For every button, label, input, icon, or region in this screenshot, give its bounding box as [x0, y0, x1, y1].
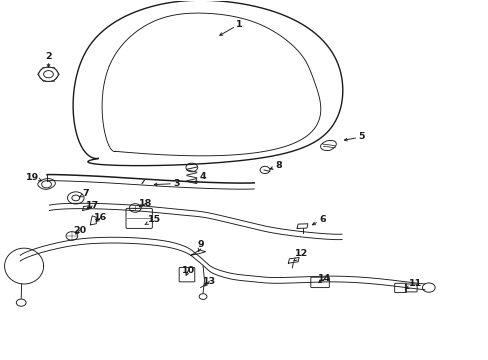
Text: 18: 18: [139, 199, 152, 208]
Text: 17: 17: [85, 201, 99, 210]
Text: 13: 13: [203, 276, 216, 286]
Text: 1: 1: [219, 19, 243, 35]
Text: 4: 4: [195, 172, 206, 182]
Text: 5: 5: [344, 132, 364, 141]
Text: 8: 8: [269, 161, 282, 170]
Text: 12: 12: [293, 249, 308, 261]
Text: 20: 20: [73, 226, 86, 235]
Text: 14: 14: [318, 274, 331, 283]
Text: 15: 15: [144, 215, 161, 225]
Text: 11: 11: [405, 279, 421, 289]
Text: 3: 3: [154, 179, 179, 188]
Text: 7: 7: [80, 189, 89, 198]
Text: 10: 10: [182, 266, 195, 275]
Text: 6: 6: [312, 215, 325, 225]
Text: 9: 9: [197, 240, 203, 252]
Text: 2: 2: [45, 52, 52, 67]
Text: 16: 16: [94, 213, 107, 222]
Text: 19: 19: [26, 173, 42, 182]
